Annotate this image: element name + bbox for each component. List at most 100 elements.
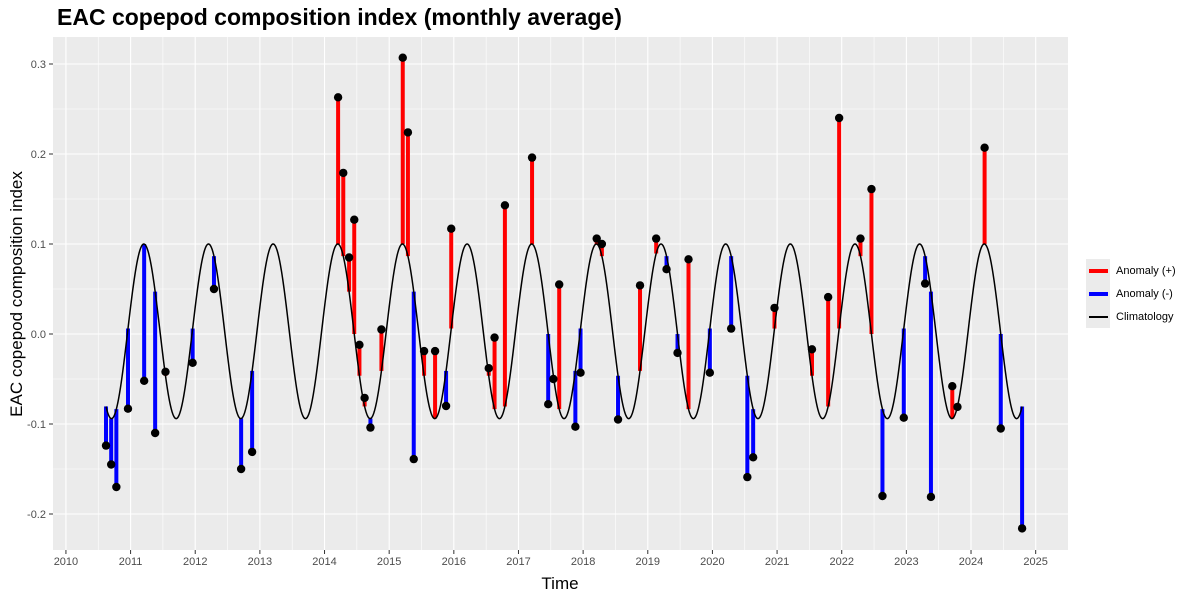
x-tick-label: 2017 [506,556,530,568]
legend-item-anomaly-positive: Anomaly (+) [1086,259,1176,282]
x-tick-label: 2011 [119,556,143,568]
y-axis-title: EAC copepod composition index [7,171,26,417]
legend-key-anomaly-negative [1086,282,1110,305]
observation-point [856,234,865,243]
x-tick-label: 2025 [1023,556,1047,568]
observation-point [651,234,661,243]
legend-key-anomaly-positive [1086,259,1110,282]
observation-point [161,367,170,376]
observation-point [106,460,116,469]
observation-point [953,402,962,412]
observation-point [409,454,418,464]
observation-point [555,280,564,289]
y-axis: -0.2 -0.1 0.0 0.1 0.2 0.3 [27,59,53,521]
observation-point [447,224,456,233]
observation-point [867,184,876,194]
observation-points [101,53,1027,533]
observation-point [333,93,343,102]
observation-point [662,265,671,274]
observation-point [360,393,369,403]
grid-major [53,37,1068,550]
y-tick-label: -0.2 [27,509,46,521]
y-tick-label: 0.2 [31,149,46,161]
observation-point [996,424,1005,433]
observation-point [743,472,752,482]
y-tick-label: -0.1 [27,419,46,431]
observation-point [403,128,413,137]
observation-point [236,464,246,474]
legend-item-anomaly-negative: Anomaly (-) [1086,282,1176,305]
observation-point [807,345,817,354]
observation-point [344,253,354,262]
y-tick-label: 0.0 [31,329,46,341]
x-tick-label: 2010 [54,556,78,568]
observation-point [980,143,989,152]
x-tick-label: 2019 [636,556,660,568]
observation-point [419,346,429,356]
observation-point [377,325,386,334]
chart-title: EAC copepod composition index (monthly a… [57,4,622,30]
legend-label: Anomaly (+) [1116,264,1176,277]
observation-point [101,441,111,450]
x-tick-label: 2024 [959,556,983,568]
observation-point [834,113,844,123]
observation-point [770,303,779,313]
x-tick-label: 2021 [765,556,789,568]
observation-point [139,376,149,385]
grid-minor [53,37,1068,550]
x-tick-label: 2023 [894,556,918,568]
observation-point [899,413,908,422]
x-axis-title: Time [541,574,578,593]
observation-point [1017,524,1027,533]
observation-point [112,482,121,492]
observation-point [726,324,736,333]
observation-point [247,447,257,457]
observation-point [948,382,957,391]
observation-point [878,491,887,501]
observation-point [635,281,645,290]
observation-point [150,428,160,438]
observation-point [684,255,693,264]
observation-point [123,404,133,413]
observation-point [920,279,930,288]
observation-point [673,348,682,358]
observation-point [430,346,440,356]
x-tick-label: 2020 [700,556,724,568]
x-tick-label: 2014 [312,556,336,568]
observation-point [597,239,607,249]
observation-point [500,201,510,210]
observation-point [705,368,715,377]
y-tick-label: 0.3 [31,59,46,71]
legend-item-climatology: Climatology [1086,305,1176,328]
legend-key-climatology [1086,305,1110,328]
observation-point [188,358,197,367]
observation-point [592,234,601,243]
observation-point [484,364,493,373]
observation-point [527,153,537,162]
observation-point [339,168,348,178]
observation-point [490,333,499,342]
x-tick-label: 2012 [183,556,207,568]
legend-label: Climatology [1116,310,1174,323]
observation-point [544,400,553,409]
legend-label: Anomaly (-) [1116,287,1173,300]
x-tick-label: 2016 [442,556,466,568]
x-tick-label: 2015 [377,556,401,568]
observation-point [209,284,219,294]
observation-point [441,401,451,411]
y-tick-label: 0.1 [31,239,46,251]
x-tick-label: 2022 [829,556,853,568]
observation-point [549,374,558,384]
climatology-line [105,243,1023,420]
observation-point [576,368,585,377]
observation-point [355,340,364,349]
legend: Anomaly (+) Anomaly (-) Climatology [1086,259,1176,328]
observation-point [748,453,758,462]
observation-point [366,423,375,432]
x-tick-label: 2018 [571,556,595,568]
x-axis: 2010 2011 2012 2013 2014 2015 2016 2017 2018 2019… [54,550,1048,568]
observation-point [926,492,936,502]
observation-point [571,422,580,431]
x-tick-label: 2013 [248,556,272,568]
